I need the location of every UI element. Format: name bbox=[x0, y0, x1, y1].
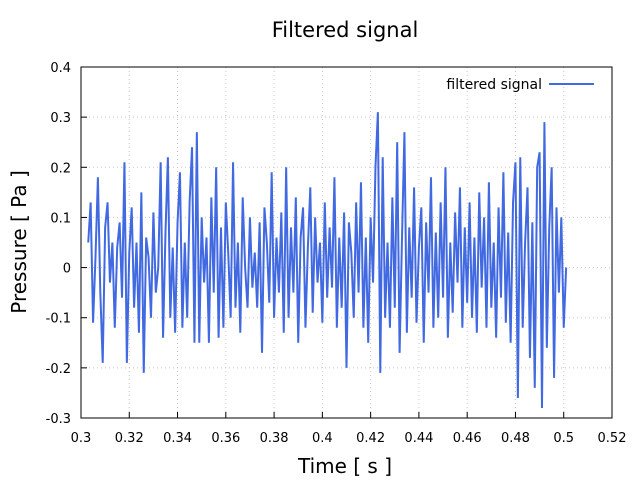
x-tick-label: 0.3 bbox=[71, 431, 92, 446]
x-tick-label: 0.38 bbox=[260, 431, 289, 446]
x-tick-label: 0.42 bbox=[356, 431, 385, 446]
y-tick-label: -0.3 bbox=[46, 412, 71, 427]
x-axis-label: Time [ s ] bbox=[297, 454, 392, 478]
chart-title: Filtered signal bbox=[272, 18, 419, 42]
x-tick-label: 0.46 bbox=[453, 431, 482, 446]
legend-label: filtered signal bbox=[446, 77, 542, 93]
plot-frame bbox=[80, 66, 613, 419]
x-tick-label: 0.48 bbox=[501, 431, 530, 446]
y-tick-label: 0.4 bbox=[50, 61, 71, 76]
y-tick-label: 0.3 bbox=[50, 111, 71, 126]
y-tick-label: -0.2 bbox=[46, 362, 71, 377]
x-tick-label: 0.44 bbox=[404, 431, 433, 446]
x-tick-label: 0.34 bbox=[163, 431, 192, 446]
y-tick-label: 0 bbox=[63, 262, 71, 277]
x-tick-label: 0.5 bbox=[553, 431, 574, 446]
x-tick-label: 0.32 bbox=[115, 431, 144, 446]
x-tick-label: 0.36 bbox=[211, 431, 240, 446]
x-tick-label: 0.4 bbox=[312, 431, 333, 446]
y-tick-label: 0.2 bbox=[50, 161, 71, 176]
y-tick-label: 0.1 bbox=[50, 211, 71, 226]
x-tick-label: 0.52 bbox=[598, 431, 627, 446]
y-tick-label: -0.1 bbox=[46, 312, 71, 327]
signal-line bbox=[87, 112, 568, 408]
y-axis-label: Pressure [ Pa ] bbox=[7, 170, 31, 314]
